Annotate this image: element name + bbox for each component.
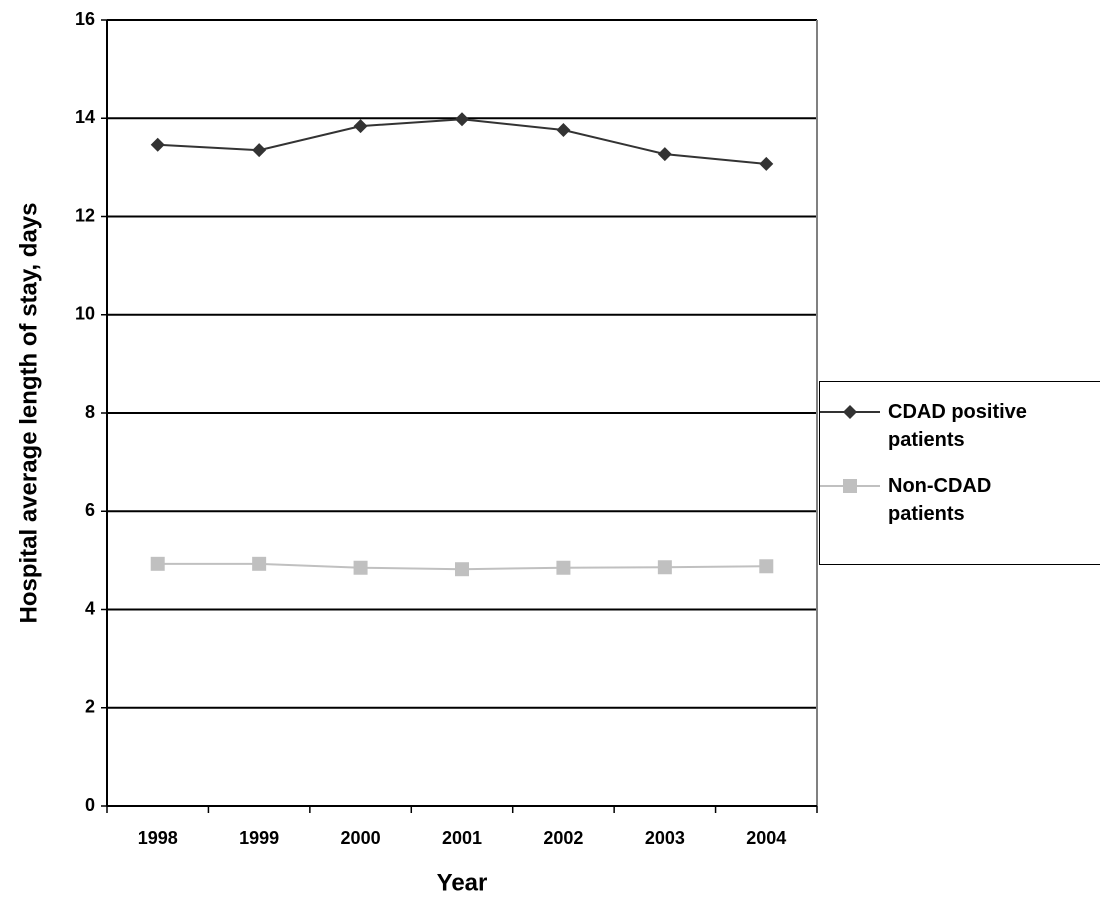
legend-label: CDAD positive patients — [888, 401, 1027, 451]
marker — [150, 137, 165, 152]
marker — [657, 147, 672, 162]
legend-item: Non-CDAD patients — [820, 472, 1100, 528]
marker — [556, 560, 571, 575]
legend-item: CDAD positive patients — [820, 398, 1100, 454]
x-tick-label: 2004 — [746, 828, 786, 848]
marker — [252, 143, 267, 158]
y-tick-label: 14 — [75, 107, 95, 127]
marker — [843, 405, 857, 419]
y-tick-label: 10 — [75, 304, 95, 324]
marker — [150, 556, 165, 571]
legend: CDAD positive patients Non-CDAD patients — [819, 381, 1100, 565]
legend-swatch — [820, 405, 880, 419]
x-tick-label: 1998 — [138, 828, 178, 848]
marker — [252, 556, 267, 571]
y-tick-label: 12 — [75, 205, 95, 225]
y-tick-label: 8 — [85, 402, 95, 422]
legend-swatch — [820, 479, 880, 493]
marker — [353, 119, 368, 134]
marker — [759, 156, 774, 171]
x-tick-label: 2000 — [341, 828, 381, 848]
y-tick-label: 16 — [75, 9, 95, 29]
marker — [455, 562, 469, 577]
legend-label: Non-CDAD patients — [888, 475, 992, 525]
marker — [353, 560, 368, 575]
x-tick-label: 2002 — [543, 828, 583, 848]
marker — [759, 559, 774, 574]
marker — [843, 479, 857, 493]
marker — [455, 112, 469, 127]
x-axis-title: Year — [437, 869, 488, 896]
x-tick-label: 1999 — [239, 828, 279, 848]
y-tick-label: 0 — [85, 795, 95, 815]
marker — [657, 560, 672, 575]
y-tick-label: 2 — [85, 697, 95, 717]
marker — [556, 123, 571, 138]
y-tick-label: 6 — [85, 500, 95, 520]
y-tick-label: 4 — [85, 598, 95, 618]
x-tick-label: 2001 — [442, 828, 482, 848]
x-tick-label: 2003 — [645, 828, 685, 848]
y-axis-title: Hospital average length of stay, days — [15, 202, 42, 623]
